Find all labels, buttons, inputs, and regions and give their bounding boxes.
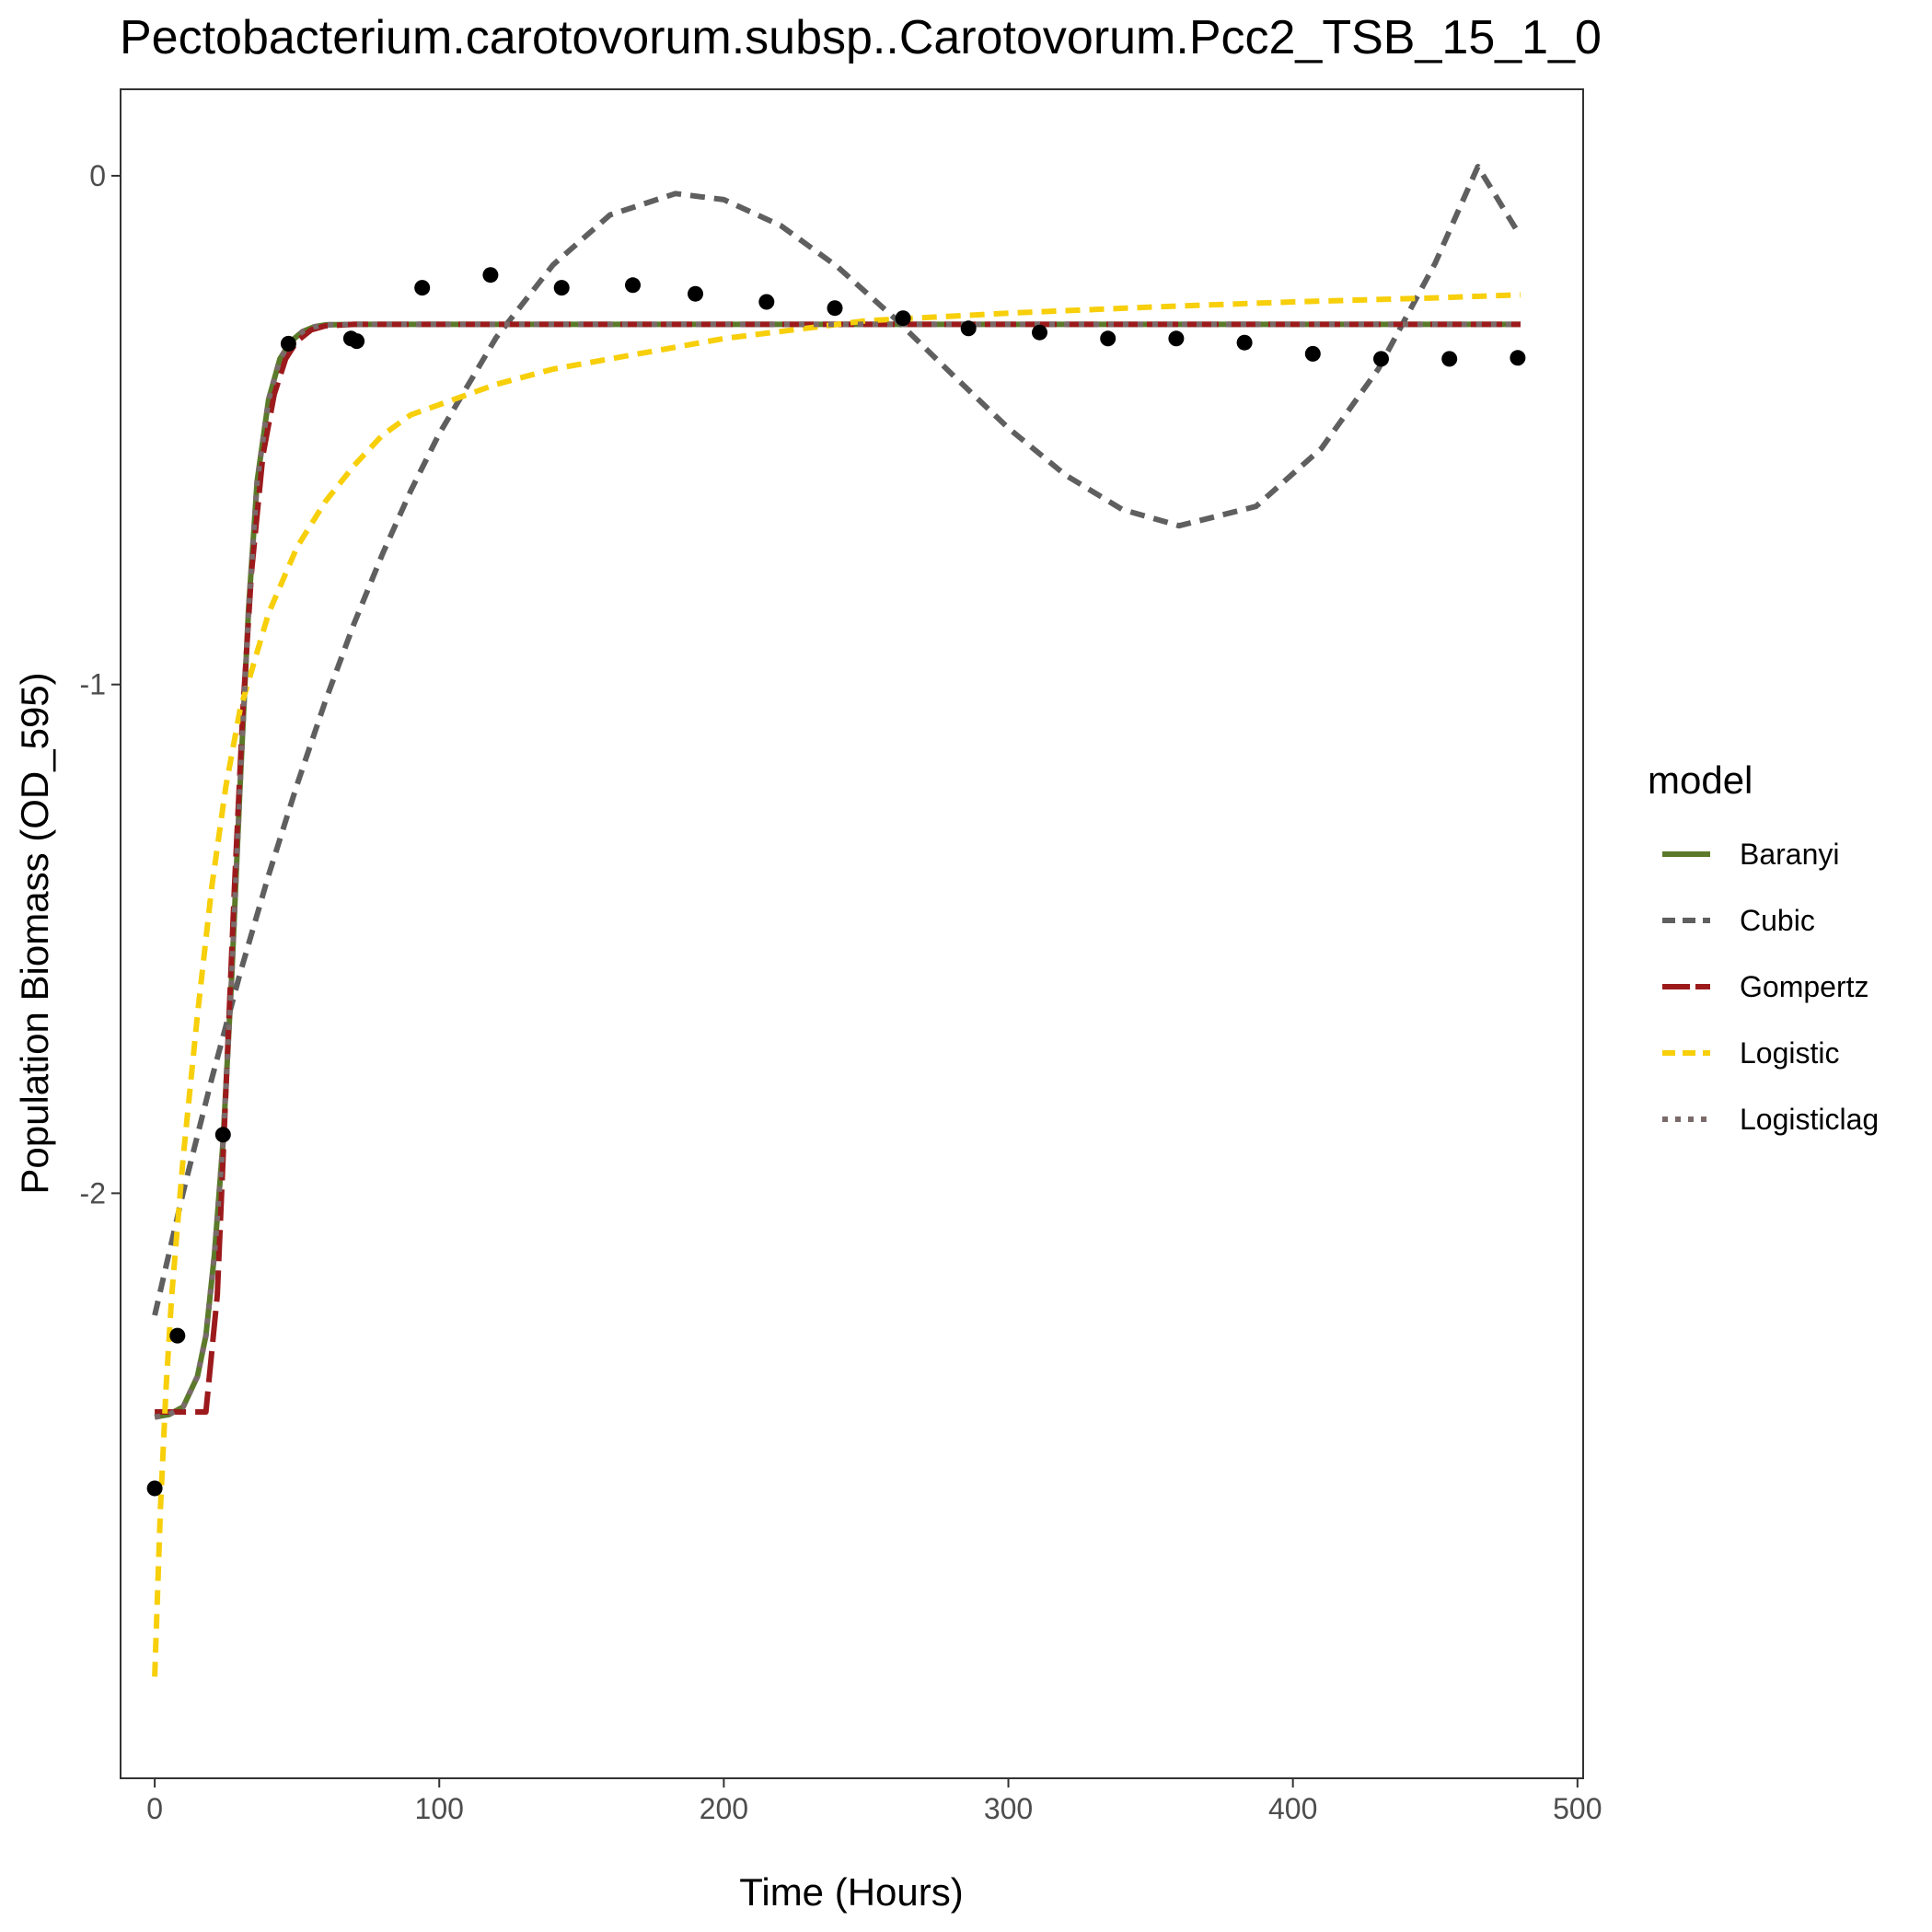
chart-title: Pectobacterium.carotovorum.subsp..Caroto… xyxy=(120,11,1602,64)
data-point xyxy=(349,333,365,350)
data-point xyxy=(827,300,843,317)
legend: model Baranyi Cubic Gompertz Logistic Logist… xyxy=(1648,758,1879,1136)
data-points xyxy=(146,267,1526,1497)
data-point xyxy=(553,280,570,296)
legend-label-logistic: Logistic xyxy=(1740,1036,1840,1070)
data-point xyxy=(1032,324,1047,341)
data-point xyxy=(1236,334,1253,351)
x-tick-label: 0 xyxy=(146,1792,163,1825)
x-tick-label: 400 xyxy=(1268,1792,1317,1825)
x-tick-label: 300 xyxy=(984,1792,1033,1825)
data-point xyxy=(146,1480,163,1497)
x-tick-label: 100 xyxy=(415,1792,464,1825)
data-point xyxy=(169,1327,186,1344)
data-point xyxy=(414,280,431,296)
y-axis-title: Population Biomass (OD_595) xyxy=(13,672,56,1194)
data-point xyxy=(895,310,911,327)
data-point xyxy=(1510,350,1526,366)
legend-title: model xyxy=(1648,758,1753,802)
data-point xyxy=(1373,351,1389,367)
x-tick-label: 500 xyxy=(1553,1792,1602,1825)
legend-label-gompertz: Gompertz xyxy=(1740,970,1868,1003)
legend-label-baranyi: Baranyi xyxy=(1740,838,1840,871)
series-layer xyxy=(152,164,1521,1677)
y-tick-label: 0 xyxy=(89,159,106,192)
legend-label-cubic: Cubic xyxy=(1740,904,1815,937)
x-tick-label: 200 xyxy=(700,1792,748,1825)
y-axis: 0 -1 -2 xyxy=(80,159,121,1209)
x-axis-title: Time (Hours) xyxy=(739,1870,963,1914)
data-point xyxy=(625,277,641,294)
series-line-cubic xyxy=(152,164,1521,1316)
data-point xyxy=(482,267,499,283)
data-point xyxy=(1168,330,1185,347)
data-point xyxy=(758,294,775,310)
data-point xyxy=(1100,330,1116,347)
data-point xyxy=(960,320,977,337)
data-point xyxy=(214,1127,231,1143)
data-point xyxy=(1304,345,1321,362)
data-point xyxy=(1441,351,1458,367)
series-line-logisticlag xyxy=(154,321,1521,1420)
x-axis: 0 100 200 300 400 500 xyxy=(146,1778,1602,1825)
plot-panel xyxy=(120,88,1584,1779)
y-tick-label: -1 xyxy=(80,668,106,701)
data-point xyxy=(280,335,296,352)
data-point xyxy=(688,285,703,302)
legend-label-logisticlag: Logisticlag xyxy=(1740,1103,1879,1136)
series-line-gompertz xyxy=(155,321,1521,1415)
y-tick-label: -2 xyxy=(80,1176,106,1209)
